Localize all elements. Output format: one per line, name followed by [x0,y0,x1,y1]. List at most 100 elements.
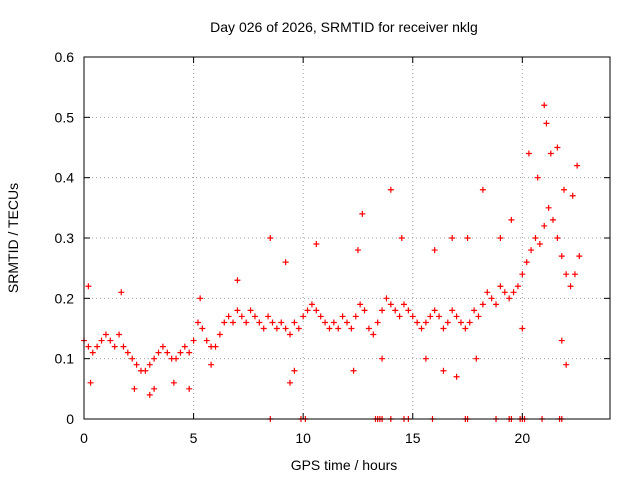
data-point [267,235,274,241]
axis-ticks: 0 5 10 15 20 0 0.1 0.2 0.3 0.4 0.5 0.6 [55,49,610,446]
data-point [409,313,416,320]
data-point [563,271,570,278]
data-point [550,216,557,223]
data-point [534,174,541,181]
data-point [352,313,359,320]
data-point [528,247,535,254]
x-tick-label: 15 [405,430,421,446]
data-point [146,391,153,398]
data-point [269,319,276,326]
data-point [422,319,429,326]
data-point [554,144,561,151]
data-point [506,295,513,302]
data-point [85,343,92,350]
data-point [357,301,364,308]
data-point [234,277,241,284]
data-point [208,361,215,368]
data-point [354,247,361,254]
data-point [488,295,495,302]
data-point [120,343,127,350]
data-point [212,343,219,350]
data-point [457,319,464,326]
data-point [453,373,460,380]
y-tick-label: 0.1 [55,351,75,367]
y-axis-label: SRMTID / TECUs [5,183,21,293]
data-point [348,325,355,332]
data-point [576,253,583,260]
data-point [350,367,357,374]
data-point [234,307,241,314]
data-point [510,289,517,296]
data-point [444,319,451,326]
data-point [186,349,193,356]
data-point [449,307,456,314]
data-point [379,307,386,314]
data-point [221,319,228,326]
data-point [170,379,177,386]
x-tick-label: 5 [190,430,198,446]
data-point [387,186,394,193]
data-point [164,349,171,356]
data-point [159,343,166,350]
y-tick-label: 0.6 [55,49,75,65]
data-point [326,325,333,332]
data-point [431,307,438,314]
data-point [440,367,447,374]
data-point [383,295,390,302]
data-point [431,247,438,254]
data-point [317,313,324,320]
grid [84,57,610,419]
data-point [225,313,232,320]
data-point [304,307,311,314]
data-point [330,319,337,326]
y-tick-label: 0.3 [55,230,75,246]
chart-title: Day 026 of 2026, SRMTID for receiver nkl… [210,19,478,35]
data-point [173,355,180,362]
x-tick-label: 10 [295,430,311,446]
data-point [560,186,567,193]
data-point [440,325,447,332]
data-point [514,283,521,290]
data-point [497,283,504,290]
data-point [427,313,434,320]
data-point [497,235,504,241]
data-point [256,319,263,326]
data-point [361,307,368,314]
data-point [260,325,267,332]
x-axis-label: GPS time / hours [291,457,398,473]
data-point [287,379,294,386]
data-points [81,102,583,422]
data-point [308,301,315,308]
data-point [247,307,254,314]
data-point [436,313,443,320]
data-point [133,361,140,368]
data-point [124,349,131,356]
data-point [532,235,539,241]
data-point [146,361,153,368]
data-point [190,337,197,344]
y-tick-label: 0 [66,411,74,427]
data-point [523,259,530,266]
data-point [300,313,307,320]
data-point [131,385,138,392]
y-tick-label: 0.2 [55,290,75,306]
data-point [282,259,289,266]
data-point [278,319,285,326]
data-point [194,319,201,326]
data-point [379,355,386,362]
data-point [238,313,245,320]
data-point [449,235,456,241]
data-point [466,319,473,326]
data-point [155,349,162,356]
data-point [473,355,480,362]
data-point [519,271,526,278]
data-point [181,343,188,350]
data-point [177,349,184,356]
data-point [422,355,429,362]
data-point [186,385,193,392]
data-point [197,295,204,302]
data-point [313,307,320,314]
data-point [567,283,574,290]
data-point [85,283,92,290]
